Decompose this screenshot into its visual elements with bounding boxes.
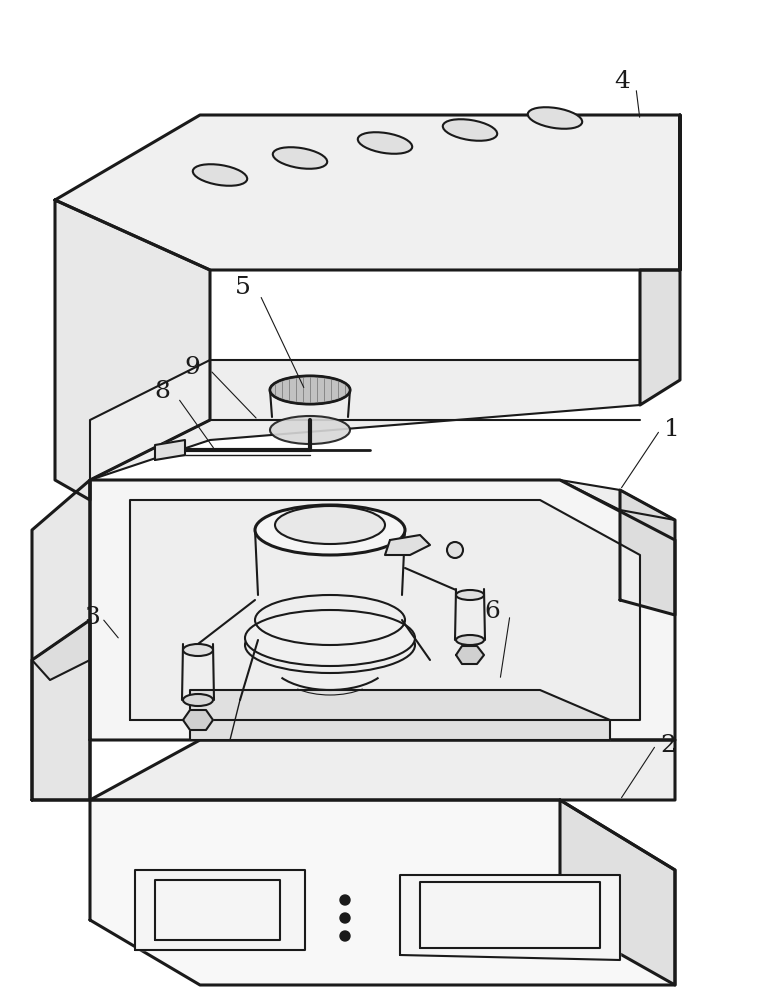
Text: 5: 5 (235, 276, 251, 300)
Polygon shape (640, 115, 680, 405)
Ellipse shape (271, 377, 349, 403)
Polygon shape (620, 490, 675, 615)
Text: 6: 6 (484, 600, 500, 624)
Polygon shape (55, 200, 210, 500)
Ellipse shape (443, 119, 497, 141)
Polygon shape (130, 500, 640, 720)
Polygon shape (560, 480, 675, 520)
Ellipse shape (183, 694, 213, 706)
Polygon shape (32, 480, 90, 800)
Circle shape (447, 542, 463, 558)
Polygon shape (55, 115, 680, 270)
Polygon shape (90, 360, 640, 480)
Ellipse shape (456, 635, 484, 645)
Text: 8: 8 (154, 380, 170, 403)
Circle shape (340, 895, 350, 905)
Polygon shape (190, 690, 610, 740)
Ellipse shape (270, 416, 350, 444)
Circle shape (340, 931, 350, 941)
Polygon shape (32, 620, 90, 800)
Ellipse shape (245, 610, 415, 666)
Text: 3: 3 (84, 606, 100, 630)
Polygon shape (32, 620, 90, 680)
Ellipse shape (183, 644, 213, 656)
Text: 4: 4 (614, 70, 630, 94)
Polygon shape (456, 646, 484, 664)
Polygon shape (560, 800, 675, 985)
Polygon shape (155, 440, 185, 460)
Polygon shape (183, 710, 213, 730)
Ellipse shape (456, 590, 484, 600)
Ellipse shape (357, 132, 412, 154)
Polygon shape (90, 480, 675, 740)
Polygon shape (620, 490, 675, 615)
Text: 1: 1 (664, 418, 680, 442)
Text: 9: 9 (184, 357, 200, 379)
Ellipse shape (270, 376, 350, 404)
Ellipse shape (273, 147, 328, 169)
Ellipse shape (275, 506, 385, 544)
Polygon shape (90, 800, 675, 985)
Polygon shape (90, 740, 675, 800)
Polygon shape (135, 870, 305, 950)
Ellipse shape (193, 164, 247, 186)
Text: 2: 2 (660, 734, 676, 756)
Polygon shape (400, 875, 620, 960)
Circle shape (340, 913, 350, 923)
Ellipse shape (528, 107, 582, 129)
Ellipse shape (255, 505, 405, 555)
Polygon shape (385, 535, 430, 555)
